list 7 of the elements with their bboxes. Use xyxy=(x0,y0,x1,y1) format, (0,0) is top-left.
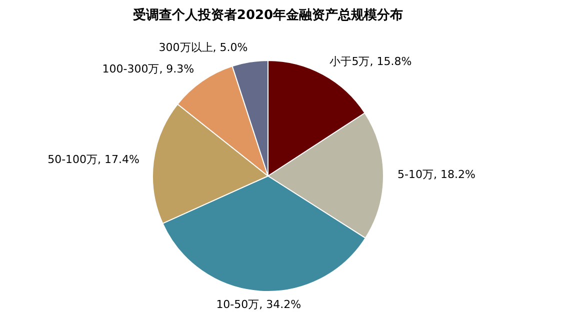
slice-label: 100-300万, 9.3% xyxy=(102,62,194,76)
slice-label: 5-10万, 18.2% xyxy=(398,168,476,182)
slice-label: 50-100万, 17.4% xyxy=(48,152,140,166)
slice-label: 300万以上, 5.0% xyxy=(158,40,248,54)
slice-label: 小于5万, 15.8% xyxy=(330,55,412,68)
chart-title: 受调查个人投资者2020年金融资产总规模分布 xyxy=(132,6,404,24)
slice-label: 10-50万, 34.2% xyxy=(216,298,302,312)
